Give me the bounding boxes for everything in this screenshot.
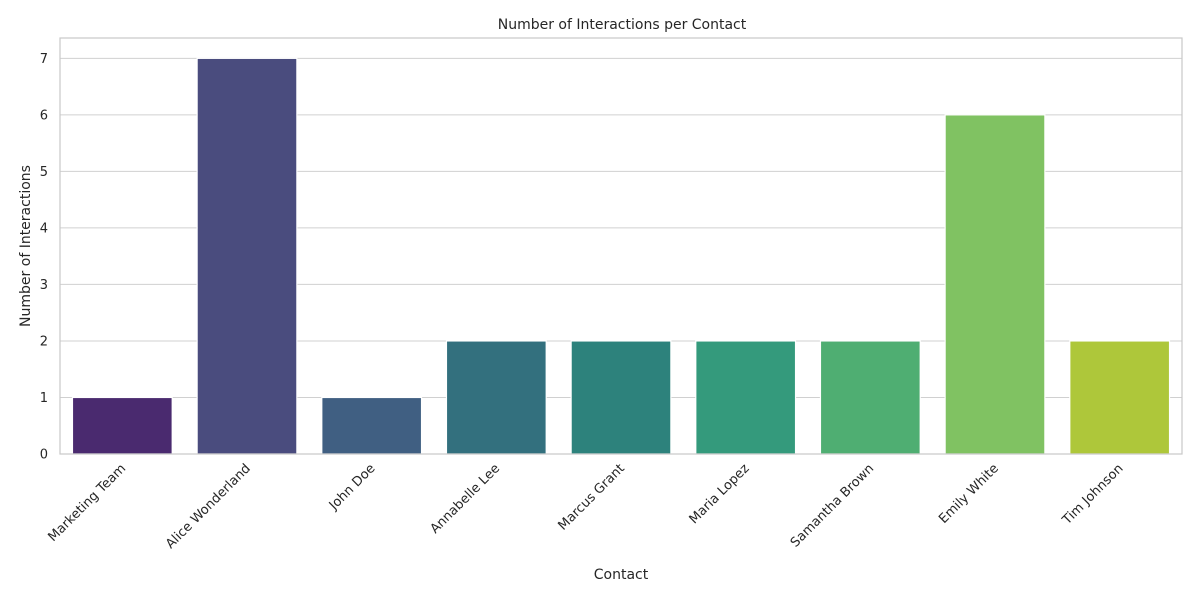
bar <box>1069 340 1171 455</box>
x-tick-label: Tim Johnson <box>1059 461 1126 528</box>
x-tick-label: Annabelle Lee <box>428 461 504 537</box>
x-axis-label: Contact <box>594 567 649 583</box>
y-tick-label: 1 <box>40 391 48 406</box>
bar <box>445 340 547 455</box>
plot-frame <box>59 37 1183 455</box>
bar <box>570 340 672 455</box>
y-tick-label: 4 <box>40 221 48 236</box>
bar <box>71 396 173 455</box>
x-tick-label: Marcus Grant <box>556 461 628 533</box>
x-tick-label: Maria Lopez <box>687 461 753 527</box>
x-tick-label: Marketing Team <box>46 461 130 545</box>
y-tick-label: 3 <box>40 278 48 293</box>
bars <box>71 57 1171 455</box>
x-tick-label: Alice Wonderland <box>163 461 254 552</box>
y-tick-labels: 0 1 2 3 4 5 6 7 <box>40 52 48 463</box>
y-tick-label: 7 <box>40 52 48 67</box>
x-tick-label: Emily White <box>936 461 1002 527</box>
bar <box>819 340 921 455</box>
y-tick-label: 2 <box>40 334 48 349</box>
y-tick-label: 0 <box>40 448 48 463</box>
chart-title: Number of Interactions per Contact <box>498 17 747 33</box>
y-tick-label: 6 <box>40 108 48 123</box>
bar <box>196 57 298 455</box>
x-tick-label: John Doe <box>326 461 379 514</box>
bar <box>321 396 423 455</box>
y-axis-label: Number of Interactions <box>18 165 34 327</box>
x-tick-labels: Marketing Team Alice Wonderland John Doe An… <box>46 461 1127 552</box>
x-tick-label: Samantha Brown <box>788 461 877 550</box>
bar <box>944 114 1046 455</box>
y-tick-label: 5 <box>40 165 48 180</box>
bar <box>695 340 797 455</box>
